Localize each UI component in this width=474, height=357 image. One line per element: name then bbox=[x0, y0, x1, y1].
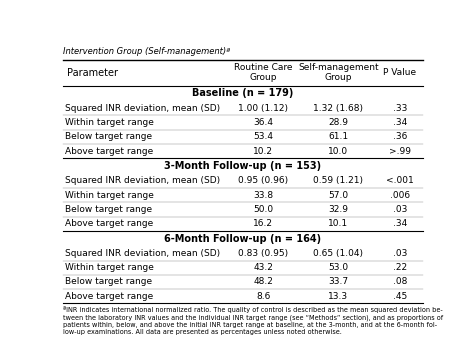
Text: .45: .45 bbox=[393, 292, 407, 301]
Text: .006: .006 bbox=[390, 191, 410, 200]
Text: .34: .34 bbox=[393, 219, 407, 228]
Text: .36: .36 bbox=[393, 132, 407, 141]
Text: Within target range: Within target range bbox=[65, 191, 154, 200]
Text: 61.1: 61.1 bbox=[328, 132, 348, 141]
Text: 10.1: 10.1 bbox=[328, 219, 348, 228]
Text: Below target range: Below target range bbox=[65, 205, 152, 214]
Text: Within target range: Within target range bbox=[65, 118, 154, 127]
Text: Intervention Group (Self-management)ª: Intervention Group (Self-management)ª bbox=[63, 47, 230, 56]
Text: .08: .08 bbox=[393, 277, 407, 287]
Text: Above target range: Above target range bbox=[65, 292, 153, 301]
Text: 0.59 (1.21): 0.59 (1.21) bbox=[313, 176, 364, 185]
Text: ªINR indicates international normalized ratio. The quality of control is describ: ªINR indicates international normalized … bbox=[63, 306, 443, 335]
Text: Baseline (n = 179): Baseline (n = 179) bbox=[192, 89, 293, 99]
Text: 53.0: 53.0 bbox=[328, 263, 348, 272]
Text: .34: .34 bbox=[393, 118, 407, 127]
Text: 1.00 (1.12): 1.00 (1.12) bbox=[238, 104, 288, 113]
Text: 57.0: 57.0 bbox=[328, 191, 348, 200]
Text: Within target range: Within target range bbox=[65, 263, 154, 272]
Text: Squared INR deviation, mean (SD): Squared INR deviation, mean (SD) bbox=[65, 249, 220, 258]
Text: 3-Month Follow-up (n = 153): 3-Month Follow-up (n = 153) bbox=[164, 161, 321, 171]
Text: 28.9: 28.9 bbox=[328, 118, 348, 127]
Text: 36.4: 36.4 bbox=[253, 118, 273, 127]
Text: 13.3: 13.3 bbox=[328, 292, 348, 301]
Text: 32.9: 32.9 bbox=[328, 205, 348, 214]
Text: Squared INR deviation, mean (SD): Squared INR deviation, mean (SD) bbox=[65, 104, 220, 113]
Text: 0.95 (0.96): 0.95 (0.96) bbox=[238, 176, 288, 185]
Text: Routine Care
Group: Routine Care Group bbox=[234, 63, 292, 82]
Text: Below target range: Below target range bbox=[65, 132, 152, 141]
Text: 0.65 (1.04): 0.65 (1.04) bbox=[313, 249, 364, 258]
Text: .03: .03 bbox=[393, 249, 407, 258]
Text: 43.2: 43.2 bbox=[253, 263, 273, 272]
Text: 1.32 (1.68): 1.32 (1.68) bbox=[313, 104, 364, 113]
Text: 6-Month Follow-up (n = 164): 6-Month Follow-up (n = 164) bbox=[164, 233, 321, 243]
Text: 10.2: 10.2 bbox=[253, 147, 273, 156]
Text: Above target range: Above target range bbox=[65, 219, 153, 228]
Text: .33: .33 bbox=[393, 104, 407, 113]
Text: 50.0: 50.0 bbox=[253, 205, 273, 214]
Text: Above target range: Above target range bbox=[65, 147, 153, 156]
Text: Self-management
Group: Self-management Group bbox=[298, 63, 379, 82]
Text: 33.8: 33.8 bbox=[253, 191, 273, 200]
Text: Below target range: Below target range bbox=[65, 277, 152, 287]
Text: >.99: >.99 bbox=[389, 147, 411, 156]
Text: P Value: P Value bbox=[383, 68, 417, 77]
Text: 8.6: 8.6 bbox=[256, 292, 270, 301]
Text: <.001: <.001 bbox=[386, 176, 414, 185]
Text: 53.4: 53.4 bbox=[253, 132, 273, 141]
Text: 48.2: 48.2 bbox=[253, 277, 273, 287]
Text: .22: .22 bbox=[393, 263, 407, 272]
Text: .03: .03 bbox=[393, 205, 407, 214]
Text: 16.2: 16.2 bbox=[253, 219, 273, 228]
Text: 10.0: 10.0 bbox=[328, 147, 348, 156]
Text: 0.83 (0.95): 0.83 (0.95) bbox=[238, 249, 288, 258]
Text: 33.7: 33.7 bbox=[328, 277, 348, 287]
Text: Squared INR deviation, mean (SD): Squared INR deviation, mean (SD) bbox=[65, 176, 220, 185]
Text: Parameter: Parameter bbox=[66, 68, 118, 78]
